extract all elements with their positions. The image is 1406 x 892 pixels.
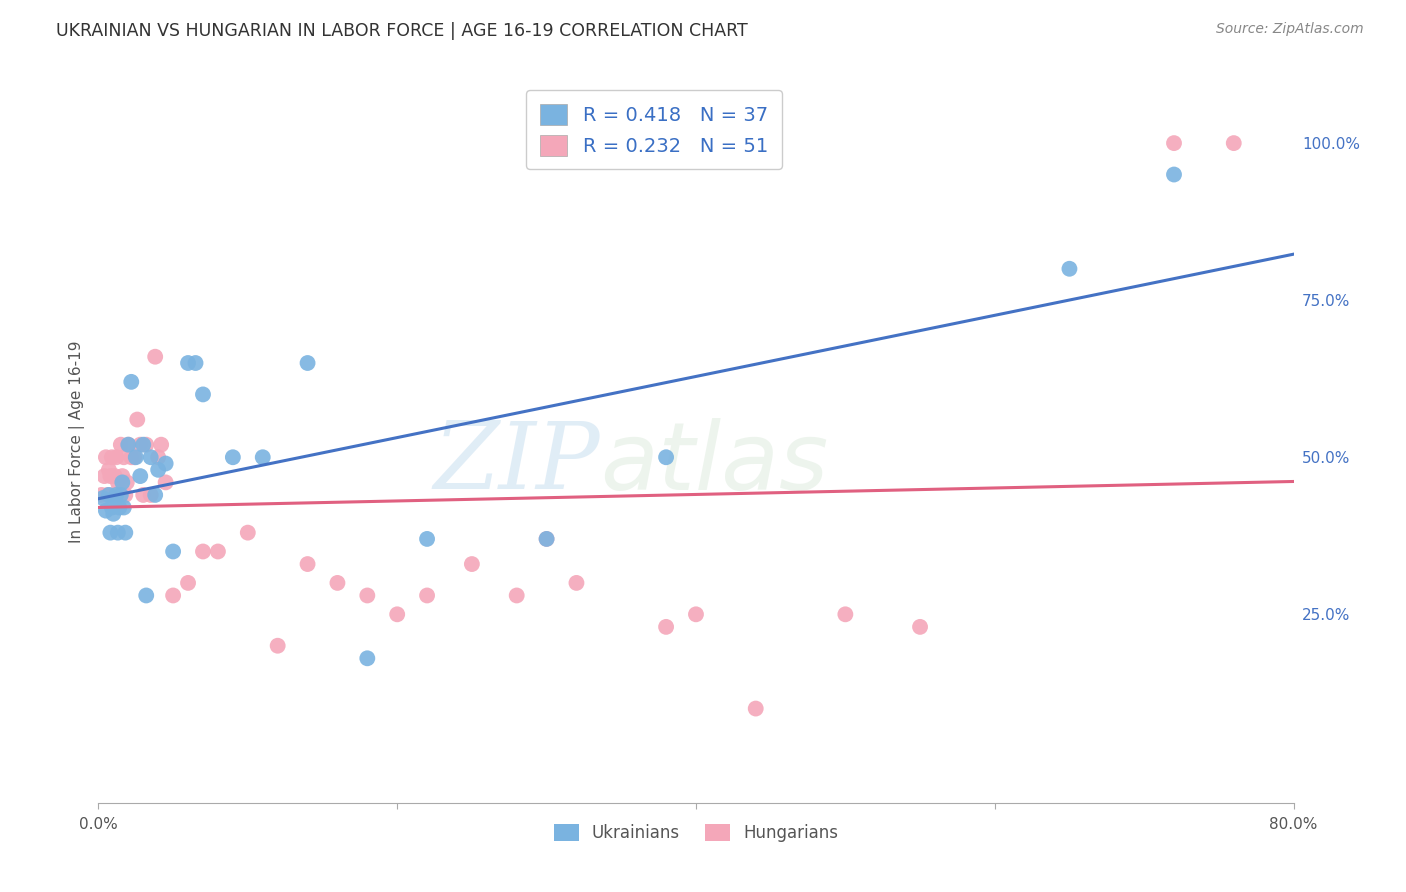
Point: [104, 469, 127, 483]
Point: [110, 438, 132, 452]
Point: [120, 450, 142, 465]
Point: [685, 607, 707, 622]
Text: atlas: atlas: [600, 417, 828, 508]
Point: [108, 500, 131, 515]
Point: [101, 450, 124, 465]
Legend: Ukrainians, Hungarians: Ukrainians, Hungarians: [547, 817, 845, 848]
Point: [1059, 261, 1081, 276]
Point: [114, 525, 136, 540]
Point: [356, 589, 378, 603]
Point: [114, 488, 136, 502]
Point: [117, 438, 139, 452]
Point: [326, 575, 349, 590]
Point: [97, 488, 120, 502]
Point: [135, 589, 157, 603]
Point: [1163, 136, 1185, 150]
Point: [143, 488, 166, 502]
Point: [103, 488, 125, 502]
Point: [135, 438, 157, 452]
Point: [155, 457, 177, 471]
Point: [129, 438, 152, 452]
Point: [104, 491, 127, 505]
Point: [834, 607, 856, 622]
Point: [132, 438, 155, 452]
Point: [139, 450, 162, 465]
Point: [96, 488, 118, 502]
Point: [91, 491, 114, 505]
Point: [94, 450, 117, 465]
Point: [107, 525, 129, 540]
Point: [461, 557, 484, 571]
Point: [297, 557, 319, 571]
Point: [177, 575, 200, 590]
Text: UKRAINIAN VS HUNGARIAN IN LABOR FORCE | AGE 16-19 CORRELATION CHART: UKRAINIAN VS HUNGARIAN IN LABOR FORCE | …: [56, 22, 748, 40]
Point: [207, 544, 229, 558]
Point: [191, 387, 214, 401]
Point: [115, 475, 138, 490]
Point: [416, 589, 439, 603]
Point: [191, 544, 214, 558]
Point: [132, 488, 155, 502]
Point: [416, 532, 439, 546]
Point: [105, 450, 128, 465]
Point: [267, 639, 290, 653]
Point: [125, 450, 148, 465]
Point: [506, 589, 529, 603]
Point: [655, 620, 678, 634]
Point: [107, 475, 129, 490]
Point: [117, 438, 139, 452]
Point: [252, 450, 274, 465]
Point: [120, 375, 142, 389]
Point: [143, 350, 166, 364]
Point: [97, 463, 120, 477]
Point: [98, 525, 122, 540]
Point: [385, 607, 409, 622]
Point: [184, 356, 207, 370]
Point: [111, 469, 134, 483]
Point: [162, 589, 184, 603]
Point: [124, 450, 146, 465]
Point: [148, 450, 170, 465]
Point: [655, 450, 678, 465]
Point: [908, 620, 931, 634]
Point: [105, 488, 128, 502]
Point: [139, 488, 162, 502]
Point: [94, 503, 117, 517]
Point: [297, 356, 319, 370]
Point: [127, 412, 149, 426]
Point: [565, 575, 588, 590]
Y-axis label: In Labor Force | Age 16-19: In Labor Force | Age 16-19: [69, 340, 84, 543]
Point: [93, 469, 115, 483]
Point: [90, 488, 112, 502]
Point: [177, 356, 200, 370]
Point: [108, 488, 131, 502]
Text: Source: ZipAtlas.com: Source: ZipAtlas.com: [1216, 22, 1364, 37]
Point: [111, 475, 134, 490]
Text: ZIP: ZIP: [433, 418, 600, 508]
Point: [98, 469, 122, 483]
Point: [162, 544, 184, 558]
Point: [1223, 136, 1246, 150]
Point: [110, 488, 132, 502]
Point: [236, 525, 259, 540]
Point: [112, 450, 135, 465]
Point: [1163, 168, 1185, 182]
Point: [745, 701, 768, 715]
Point: [150, 438, 173, 452]
Point: [356, 651, 378, 665]
Point: [101, 500, 124, 515]
Point: [536, 532, 558, 546]
Point: [536, 532, 558, 546]
Point: [148, 463, 170, 477]
Point: [103, 507, 125, 521]
Point: [129, 469, 152, 483]
Point: [155, 475, 177, 490]
Point: [222, 450, 245, 465]
Point: [112, 500, 135, 515]
